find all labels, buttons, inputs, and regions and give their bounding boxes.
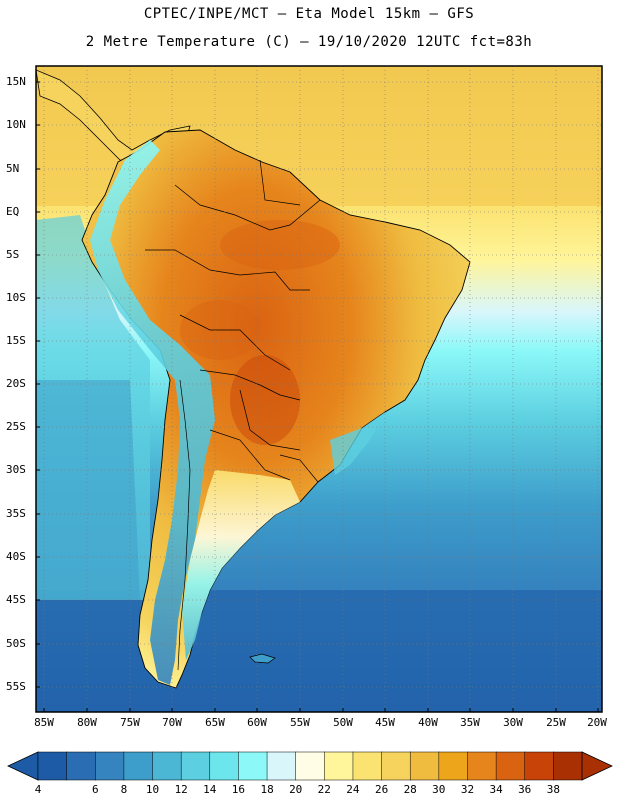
colorbar-swatch bbox=[495, 751, 526, 781]
colorbar-label: 38 bbox=[546, 783, 561, 796]
lat-label: 55S bbox=[6, 680, 26, 693]
lat-label: 25S bbox=[6, 420, 26, 433]
lat-label: 40S bbox=[6, 550, 26, 563]
colorbar-swatch bbox=[352, 751, 383, 781]
colorbar-swatch bbox=[266, 751, 297, 781]
lat-label: 45S bbox=[6, 593, 26, 606]
colorbar-label: 24 bbox=[346, 783, 360, 796]
lat-label: 50S bbox=[6, 637, 26, 650]
lon-label: 65W bbox=[205, 716, 225, 729]
colorbar-label: 34 bbox=[489, 783, 503, 796]
lon-label: 25W bbox=[546, 716, 566, 729]
colorbar-high-arrow bbox=[581, 751, 613, 781]
falkland-islands bbox=[249, 653, 276, 664]
colorbar-swatch bbox=[209, 751, 240, 781]
lon-label: 50W bbox=[333, 716, 353, 729]
lat-label: 10N bbox=[6, 118, 26, 131]
colorbar-swatch bbox=[37, 751, 68, 781]
colorbar-label: 30 bbox=[432, 783, 446, 796]
colorbar-label: 8 bbox=[120, 783, 128, 796]
pacific-colder-water bbox=[36, 380, 140, 600]
colorbar-label: 36 bbox=[518, 783, 532, 796]
map-title-line2: 2 Metre Temperature (C) – 19/10/2020 12U… bbox=[85, 34, 533, 50]
colorbar-label: 22 bbox=[317, 783, 331, 796]
lon-label: 20W bbox=[587, 716, 607, 729]
colorbar-swatches bbox=[37, 751, 583, 781]
colorbar-label: 6 bbox=[91, 783, 99, 796]
colorbar-swatch bbox=[381, 751, 411, 781]
colorbar-label: 26 bbox=[374, 783, 389, 796]
lat-label: 5N bbox=[6, 162, 20, 175]
lat-label: EQ bbox=[6, 205, 20, 218]
colorbar-label: 10 bbox=[145, 783, 160, 796]
colorbar-low-arrow bbox=[7, 751, 39, 781]
colorbar bbox=[7, 751, 613, 781]
colorbar-swatch bbox=[152, 751, 182, 781]
lat-label: 20S bbox=[6, 377, 26, 390]
andes-cool-strip bbox=[90, 140, 215, 685]
colorbar-swatch bbox=[238, 751, 268, 781]
colorbar-label: 28 bbox=[403, 783, 417, 796]
colorbar-swatch bbox=[66, 751, 97, 781]
colorbar-label: 14 bbox=[203, 783, 217, 796]
lon-label: 70W bbox=[162, 716, 182, 729]
colorbar-label: 4 bbox=[34, 783, 42, 796]
colorbar-label: 12 bbox=[174, 783, 188, 796]
southern-cone-land bbox=[182, 470, 300, 660]
colorbar-swatch bbox=[524, 751, 555, 781]
colorbar-swatch bbox=[324, 751, 354, 781]
plot-frame bbox=[35, 65, 603, 713]
lat-label: 5S bbox=[6, 248, 20, 261]
hot-core-chaco bbox=[230, 355, 300, 445]
colorbar-swatch bbox=[95, 751, 125, 781]
colorbar-swatch bbox=[438, 751, 469, 781]
lon-label: 30W bbox=[503, 716, 523, 729]
country-borders bbox=[145, 159, 321, 671]
colorbar-swatch bbox=[295, 751, 326, 781]
lat-label: 15S bbox=[6, 334, 26, 347]
lon-label: 55W bbox=[290, 716, 310, 729]
colorbar-swatch bbox=[409, 751, 440, 781]
lat-label: 35S bbox=[6, 507, 26, 520]
colorbar-label: 32 bbox=[460, 783, 475, 796]
colorbar-label: 16 bbox=[231, 783, 246, 796]
colorbar-swatch bbox=[467, 751, 497, 781]
lon-label: 40W bbox=[418, 716, 438, 729]
lon-label: 45W bbox=[375, 716, 395, 729]
colorbar-label: 20 bbox=[289, 783, 303, 796]
lon-label: 60W bbox=[247, 716, 267, 729]
lat-label: 15N bbox=[6, 75, 26, 88]
lon-label: 75W bbox=[120, 716, 140, 729]
south-brazil-cool-coast bbox=[330, 412, 385, 475]
colorbar-swatch bbox=[123, 751, 154, 781]
lon-label: 85W bbox=[34, 716, 54, 729]
lat-label: 10S bbox=[6, 291, 26, 304]
hot-core-amazon bbox=[220, 220, 340, 270]
southern-ocean-band bbox=[36, 590, 602, 712]
colorbar-swatch bbox=[553, 751, 583, 781]
colorbar-swatch bbox=[180, 751, 211, 781]
colorbar-label: 18 bbox=[260, 783, 274, 796]
lat-label: 30S bbox=[6, 463, 26, 476]
lon-label: 35W bbox=[460, 716, 480, 729]
map-title-line1: CPTEC/INPE/MCT – Eta Model 15km – GFS bbox=[143, 6, 475, 22]
lon-label: 80W bbox=[77, 716, 97, 729]
